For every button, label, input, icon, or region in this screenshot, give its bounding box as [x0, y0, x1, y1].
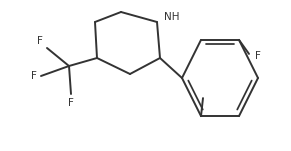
- Text: F: F: [31, 71, 37, 81]
- Text: F: F: [255, 51, 261, 61]
- Text: F: F: [37, 36, 43, 46]
- Text: NH: NH: [164, 12, 180, 22]
- Text: F: F: [68, 98, 74, 108]
